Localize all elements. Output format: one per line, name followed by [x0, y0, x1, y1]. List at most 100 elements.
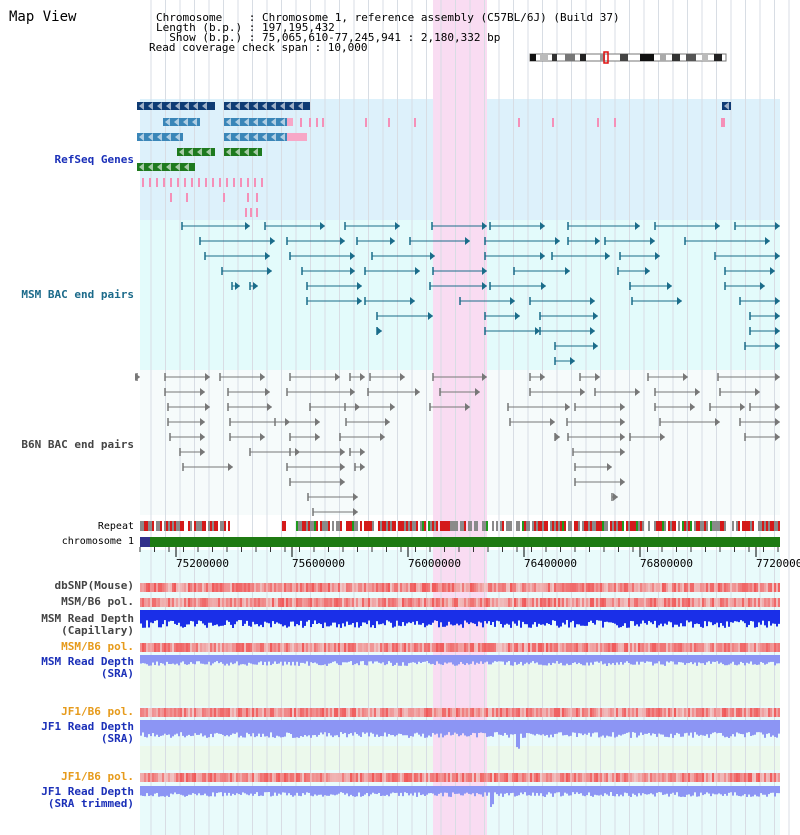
track-label-msm-b6-pol-sra[interactable]: MSM/B6 pol. — [61, 640, 134, 653]
msm-depth-sra-bar — [724, 655, 726, 666]
dbsnp-strip — [260, 583, 262, 592]
track-label-b6n-bac[interactable]: B6N BAC end pairs — [21, 438, 134, 451]
msm-b6-pol-strip — [304, 598, 306, 607]
msm-b6-pol-sra-strip — [262, 643, 264, 652]
dbsnp-strip — [282, 583, 284, 592]
repeat-mark — [306, 521, 308, 531]
jf1-b6-pol-strip — [592, 708, 594, 717]
repeat-mark — [174, 521, 176, 531]
msm-b6-pol-strip — [384, 598, 386, 607]
gene-feature — [177, 148, 215, 156]
msm-depth-capillary-bar — [546, 610, 548, 624]
jf1-b6-pol-trimmed-strip — [206, 773, 208, 782]
gene-feature — [224, 148, 262, 156]
msm-b6-pol-sra-strip — [150, 643, 152, 652]
msm-depth-capillary-bar — [424, 610, 426, 628]
jf1-depth-sra-bar — [334, 720, 336, 736]
msm-b6-pol-sra-strip — [746, 643, 748, 652]
msm-depth-sra-bar — [140, 655, 142, 664]
b6n-bac-pair-end — [775, 373, 780, 381]
msm-depth-capillary-bar — [394, 610, 396, 627]
msm-b6-pol-sra-strip — [322, 643, 324, 652]
jf1-depth-trimmed-bar — [236, 786, 238, 794]
jf1-b6-pol-trimmed-strip — [692, 773, 694, 782]
msm-depth-sra-bar — [446, 655, 448, 664]
dbsnp-strip — [766, 583, 768, 592]
jf1-depth-trimmed-bar — [262, 786, 264, 796]
jf1-b6-pol-trimmed-strip — [744, 773, 746, 782]
jf1-b6-pol-strip — [298, 708, 300, 717]
dbsnp-strip — [262, 583, 264, 592]
jf1-b6-pol-trimmed-strip — [752, 773, 754, 782]
jf1-b6-pol-trimmed-strip — [234, 773, 236, 782]
jf1-depth-sra-bar — [188, 720, 190, 735]
track-label-msm-b6-pol[interactable]: MSM/B6 pol. — [61, 595, 134, 608]
msm-depth-sra-bar — [616, 655, 618, 663]
track-label-msm-depth-capillary[interactable]: MSM Read Depth — [41, 612, 134, 625]
msm-b6-pol-sra-strip — [186, 643, 188, 652]
jf1-b6-pol-strip — [294, 708, 296, 717]
msm-depth-sra-bar — [744, 655, 746, 666]
msm-b6-pol-sra-strip — [208, 643, 210, 652]
msm-b6-pol-sra-strip — [264, 643, 266, 652]
track-label-jf1-depth-sra[interactable]: JF1 Read Depth — [41, 720, 134, 733]
jf1-b6-pol-strip — [366, 708, 368, 717]
repeat-mark — [326, 521, 328, 531]
jf1-b6-pol-strip — [188, 708, 190, 717]
jf1-depth-trimmed-bar — [722, 786, 724, 796]
dbsnp-strip — [612, 583, 614, 592]
msm-depth-capillary-bar — [440, 610, 442, 623]
refseq-tick — [388, 118, 390, 127]
msm-b6-pol-strip — [218, 598, 220, 607]
repeat-mark — [636, 521, 638, 531]
jf1-depth-sra-bar — [344, 720, 346, 733]
dbsnp-strip — [512, 583, 514, 592]
msm-b6-pol-sra-strip — [148, 643, 150, 652]
track-label-msm-depth-sra[interactable]: MSM Read Depth — [41, 655, 134, 668]
jf1-depth-sra-bar — [456, 720, 458, 734]
msm-b6-pol-strip — [724, 598, 726, 607]
jf1-depth-sra-bar — [732, 720, 734, 735]
msm-depth-sra-bar — [172, 655, 174, 664]
jf1-b6-pol-trimmed-strip — [188, 773, 190, 782]
msm-b6-pol-sra-strip — [526, 643, 528, 652]
jf1-depth-sra-bar — [626, 720, 628, 733]
jf1-b6-pol-trimmed-strip — [632, 773, 634, 782]
dbsnp-strip — [372, 583, 374, 592]
msm-b6-pol-sra-strip — [516, 643, 518, 652]
track-label-refseq[interactable]: RefSeq Genes — [54, 153, 134, 166]
jf1-depth-sra-bar — [686, 720, 688, 733]
ideogram-band — [600, 54, 605, 61]
jf1-depth-sra-bar — [690, 720, 692, 733]
jf1-depth-sra-bar — [406, 720, 408, 736]
jf1-depth-trimmed-bar — [322, 786, 324, 797]
msm-b6-pol-strip — [144, 598, 146, 607]
msm-bac-pair-end — [245, 222, 250, 230]
msm-depth-sra-bar — [518, 655, 520, 664]
msm-depth-sra-bar — [584, 655, 586, 666]
jf1-b6-pol-trimmed-strip — [372, 773, 374, 782]
track-label-jf1-b6-pol-trimmed[interactable]: JF1/B6 pol. — [61, 770, 134, 783]
msm-b6-pol-sra-strip — [212, 643, 214, 652]
track-label-dbsnp[interactable]: dbSNP(Mouse) — [54, 579, 134, 592]
jf1-b6-pol-strip — [420, 708, 422, 717]
dbsnp-strip — [500, 583, 502, 592]
dbsnp-strip — [644, 583, 646, 592]
track-label-jf1-depth-trimmed[interactable]: JF1 Read Depth — [41, 785, 134, 798]
dbsnp-strip — [572, 583, 574, 592]
jf1-b6-pol-trimmed-strip — [518, 773, 520, 782]
jf1-b6-pol-strip — [460, 708, 462, 717]
msm-depth-sra-bar — [334, 655, 336, 662]
msm-b6-pol-sra-strip — [556, 643, 558, 652]
msm-bac-pair-end — [410, 297, 415, 305]
b6n-bac-pair-end — [482, 373, 487, 381]
dbsnp-strip — [538, 583, 540, 592]
track-label-jf1-b6-pol[interactable]: JF1/B6 pol. — [61, 705, 134, 718]
gene-strand-arrow — [226, 133, 231, 141]
jf1-b6-pol-strip — [596, 708, 598, 717]
track-label-msm-bac[interactable]: MSM BAC end pairs — [21, 288, 134, 301]
dbsnp-strip — [712, 583, 714, 592]
jf1-depth-trimmed-bar — [526, 786, 528, 796]
